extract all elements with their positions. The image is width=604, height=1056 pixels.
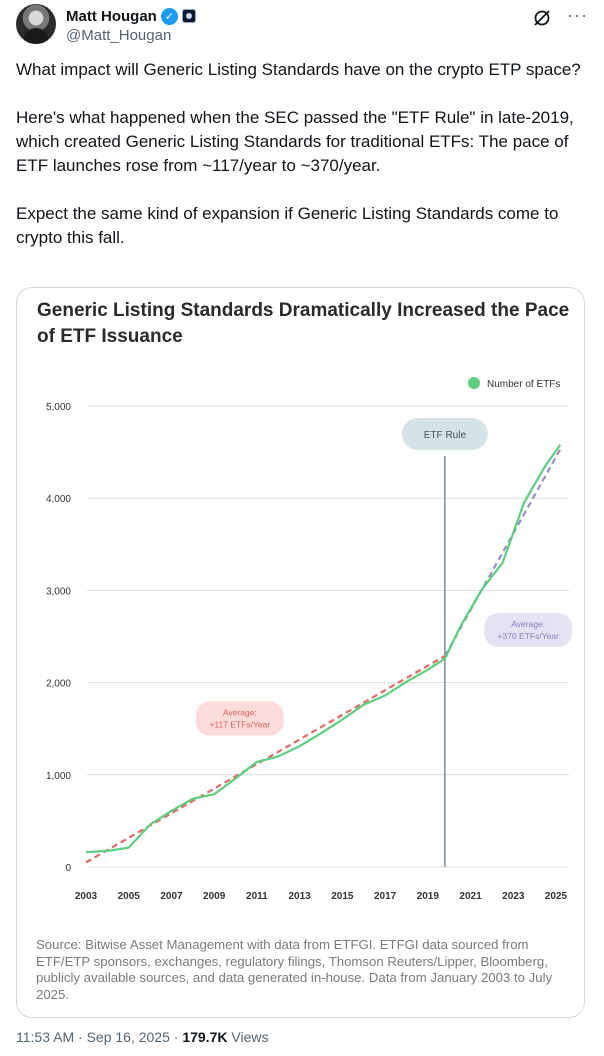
- tweet-paragraph-2: Here's what happened when the SEC passed…: [16, 108, 574, 175]
- x-tick-label-6: 2015: [331, 891, 354, 902]
- avatar[interactable]: [16, 4, 56, 44]
- tweet-header: Matt Hougan ✓ @Matt_Hougan ···: [16, 4, 588, 48]
- author-names: Matt Hougan ✓ @Matt_Hougan: [66, 6, 196, 44]
- meta-separator-2: ·: [173, 1029, 179, 1045]
- x-tick-label-3: 2009: [203, 891, 226, 902]
- tweet-meta: 11:53 AM · Sep 16, 2025 · 179.7K Views: [16, 1029, 268, 1045]
- y-tick-label-2: 2,000: [46, 679, 71, 690]
- views-label: Views: [231, 1029, 269, 1045]
- x-tick-label-11: 2025: [545, 891, 568, 902]
- tweet-time[interactable]: 11:53 AM: [16, 1029, 75, 1045]
- tweet-text: What impact will Generic Listing Standar…: [16, 58, 588, 250]
- y-tick-label-3: 3,000: [46, 586, 71, 597]
- y-tick-label-1: 1,000: [46, 771, 71, 782]
- views-count[interactable]: 179.7K: [182, 1029, 228, 1045]
- series-line-0: [85, 444, 562, 854]
- user-handle[interactable]: @Matt_Hougan: [66, 27, 172, 44]
- verified-badge-icon[interactable]: ✓: [160, 7, 178, 25]
- more-options-icon[interactable]: ···: [567, 5, 588, 25]
- annotation-bg-0: [195, 701, 284, 736]
- x-tick-label-5: 2013: [289, 891, 312, 902]
- legend-marker: [468, 377, 480, 389]
- chart-image-card[interactable]: Generic Listing Standards Dramatically I…: [16, 287, 585, 1018]
- display-name[interactable]: Matt Hougan: [66, 7, 157, 25]
- x-tick-label-9: 2021: [459, 891, 482, 902]
- x-tick-label-4: 2011: [246, 891, 268, 902]
- tweet-paragraph-1: What impact will Generic Listing Standar…: [16, 60, 581, 79]
- trendline-0: [85, 654, 446, 864]
- grok-icon[interactable]: [532, 8, 552, 28]
- etf-rule-label-bg: [401, 418, 488, 450]
- y-tick-label-4: 4,000: [46, 494, 71, 505]
- annotation-text-1-0: Average:: [511, 619, 545, 629]
- affiliation-badge-icon[interactable]: [181, 9, 196, 23]
- etf-rule-label: ETF Rule: [424, 430, 467, 441]
- x-tick-label-10: 2023: [502, 891, 525, 902]
- meta-separator: ·: [78, 1029, 83, 1045]
- annotation-bg-1: [484, 613, 573, 648]
- annotation-text-1-1: +370 ETFs/Year: [498, 631, 560, 641]
- x-tick-label-1: 2005: [118, 891, 141, 902]
- tweet-paragraph-3: Expect the same kind of expansion if Gen…: [16, 204, 559, 247]
- annotation-text-0-0: Average:: [223, 708, 257, 718]
- x-tick-label-0: 2003: [75, 891, 98, 902]
- chart-title: Generic Listing Standards Dramatically I…: [37, 300, 570, 347]
- legend-label: Number of ETFs: [487, 379, 560, 390]
- chart-source-note: Source: Bitwise Asset Management with da…: [36, 937, 553, 1002]
- x-tick-label-8: 2019: [417, 891, 440, 902]
- y-tick-label-5: 5,000: [46, 402, 71, 413]
- x-tick-label-2: 2007: [160, 891, 183, 902]
- x-tick-label-7: 2017: [374, 891, 397, 902]
- etf-chart: 0 1,000 2,000 3,000 4,000 5,000 2003 2005 2007 20…: [46, 377, 573, 902]
- annotation-text-0-1: +117 ETFs/Year: [209, 720, 270, 730]
- y-tick-label-0: 0: [65, 863, 71, 874]
- tweet-date[interactable]: Sep 16, 2025: [86, 1029, 170, 1045]
